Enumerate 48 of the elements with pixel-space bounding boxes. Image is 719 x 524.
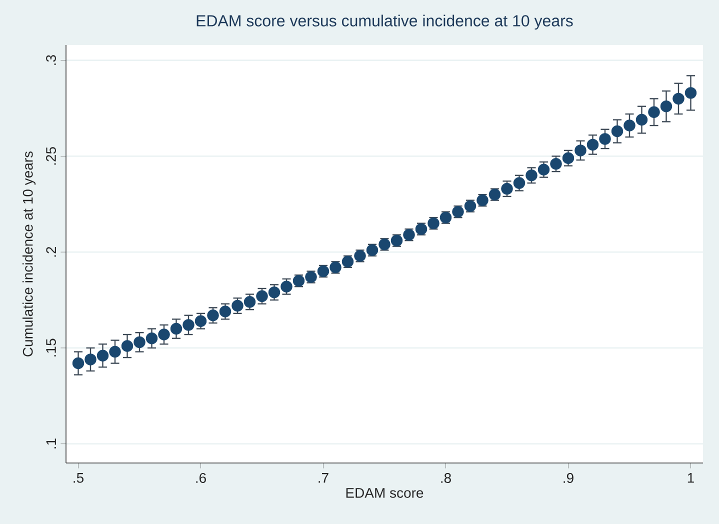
point xyxy=(232,300,244,312)
point xyxy=(182,319,194,331)
chart-title: EDAM score versus cumulative incidence at 10 years xyxy=(196,14,573,30)
point xyxy=(194,315,207,327)
x-tick-label: .9 xyxy=(564,473,574,483)
point xyxy=(562,152,574,164)
point xyxy=(244,296,256,308)
point xyxy=(538,164,550,176)
y-tick-label: .15 xyxy=(46,338,56,356)
point xyxy=(134,336,146,348)
point xyxy=(660,100,672,112)
point xyxy=(684,87,697,99)
point xyxy=(636,114,648,126)
point xyxy=(256,290,268,302)
y-axis-title: Cumulatice incidence at 10 years xyxy=(22,151,36,356)
y-tick-label: .25 xyxy=(46,147,56,165)
point xyxy=(280,280,292,292)
point xyxy=(109,346,121,358)
y-tick-label: .3 xyxy=(46,55,56,65)
point xyxy=(611,125,624,138)
y-tick-label: .2 xyxy=(46,246,56,257)
point xyxy=(672,92,684,105)
y-tick-label: .1 xyxy=(46,438,56,448)
x-tick-label: .8 xyxy=(441,473,451,483)
point xyxy=(219,306,232,318)
point xyxy=(648,106,660,118)
point xyxy=(586,138,599,151)
point xyxy=(501,182,513,195)
point xyxy=(146,332,158,344)
point xyxy=(72,357,84,370)
point xyxy=(158,328,170,340)
x-axis-title: EDAM score xyxy=(346,488,424,498)
x-tick-label: .7 xyxy=(318,473,328,483)
point xyxy=(513,177,526,189)
point xyxy=(96,350,109,362)
x-tick-label: 1 xyxy=(688,473,694,483)
point xyxy=(599,133,611,145)
point xyxy=(121,340,134,352)
x-tick-label: .5 xyxy=(74,473,84,483)
point xyxy=(624,120,636,132)
point xyxy=(574,144,586,156)
point xyxy=(550,158,562,170)
x-tick-label: .6 xyxy=(196,473,206,483)
point xyxy=(170,322,182,335)
point xyxy=(526,170,538,182)
point xyxy=(207,309,219,322)
point xyxy=(84,354,96,366)
point xyxy=(268,286,280,298)
